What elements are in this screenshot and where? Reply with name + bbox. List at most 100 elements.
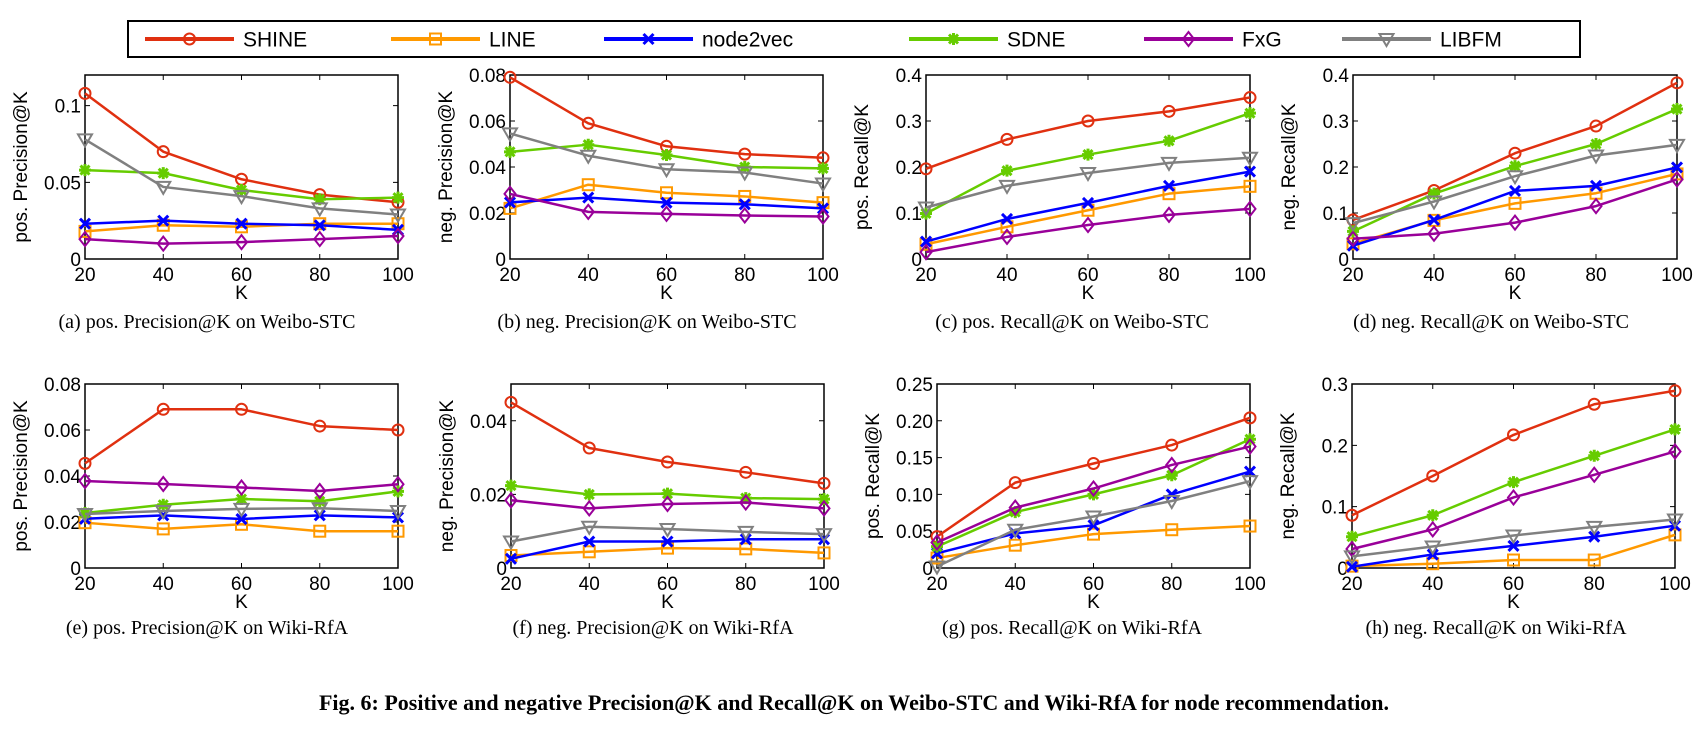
data-point-line <box>1162 187 1176 201</box>
data-point-libfm <box>154 504 172 520</box>
data-point-fxg <box>504 491 518 509</box>
x-tick-label: 100 <box>1661 265 1693 286</box>
data-point-line <box>313 217 327 231</box>
data-point-shine <box>1508 146 1522 160</box>
data-point-sdne <box>1669 423 1681 436</box>
y-tick-label: 0.2 <box>1323 158 1349 179</box>
x-tick-label: 100 <box>807 265 839 286</box>
data-point-node2vec <box>919 235 933 248</box>
data-point-fxg <box>78 472 92 490</box>
data-point-fxg <box>391 475 405 493</box>
data-point-sdne <box>817 162 829 175</box>
data-point-shine <box>738 147 752 161</box>
data-point-fxg <box>1243 200 1257 218</box>
data-point-libfm <box>1425 195 1443 211</box>
legend-label-node2vec: node2vec <box>702 29 793 52</box>
series-line-fxg <box>1351 450 1676 551</box>
x-tick-label: 40 <box>578 265 599 286</box>
data-point-sdne <box>313 495 326 508</box>
data-point-line <box>1165 523 1179 537</box>
data-point-libfm <box>1666 513 1684 529</box>
subplot-caption: (b) neg. Precision@K on Weibo-STC <box>497 311 796 333</box>
data-point-fxg <box>234 233 249 251</box>
data-point-shine <box>1668 384 1682 398</box>
data-point-sdne <box>661 487 674 500</box>
x-tick-label: 100 <box>382 574 414 595</box>
series-line-libfm <box>509 132 824 185</box>
x-tick-label: 40 <box>1422 574 1443 595</box>
x-tick-label: 80 <box>1158 265 1179 286</box>
legend-box <box>127 20 1581 58</box>
data-point-libfm <box>736 166 754 182</box>
data-point-fxg <box>156 235 171 253</box>
data-point-line <box>581 178 595 192</box>
data-point-fxg <box>1000 228 1014 246</box>
data-point-line <box>313 524 327 538</box>
legend-label-fxg: FxG <box>1242 29 1282 52</box>
data-point-libfm <box>1163 495 1181 511</box>
data-point-sdne <box>1428 187 1440 200</box>
data-point-node2vec <box>1243 165 1257 178</box>
series-line-line <box>1351 533 1676 568</box>
data-point-shine <box>1670 76 1684 90</box>
x-tick-label: 100 <box>1659 574 1691 595</box>
data-point-sdne <box>1346 530 1358 543</box>
x-tick-label: 80 <box>1161 574 1182 595</box>
y-tick-label: 0.06 <box>469 112 506 133</box>
data-point-node2vec <box>1345 560 1359 573</box>
data-point-shine <box>1081 114 1095 128</box>
data-point-node2vec <box>738 198 751 211</box>
data-point-shine <box>1507 428 1520 442</box>
x-tick-label: 80 <box>734 265 755 286</box>
data-point-sdne <box>582 138 595 151</box>
series-line-shine <box>1352 81 1678 222</box>
data-point-node2vec <box>661 535 674 548</box>
series-line-fxg <box>510 499 825 510</box>
data-point-shine <box>1008 476 1022 490</box>
y-tick-label: 0.15 <box>896 449 933 470</box>
data-point-fxg <box>503 185 517 203</box>
data-point-shine <box>661 455 674 469</box>
series-line-libfm <box>925 156 1251 209</box>
figure-caption: Fig. 6: Positive and negative Precision@… <box>319 690 1389 715</box>
y-tick-label: 0.02 <box>469 204 506 225</box>
data-point-libfm <box>1343 550 1361 566</box>
x-tick-label: 60 <box>1083 574 1104 595</box>
data-point-fxg <box>816 207 830 226</box>
data-point-node2vec <box>157 214 170 227</box>
x-tick-label: 20 <box>74 265 95 286</box>
data-point-line <box>817 546 831 560</box>
data-point-libfm <box>1160 156 1178 172</box>
data-point-shine <box>739 465 753 479</box>
y-tick-label: 0.06 <box>44 421 81 442</box>
subplot-caption: (e) pos. Precision@K on Wiki-RfA <box>66 617 349 639</box>
y-axis-label: neg. Recall@K <box>1279 103 1300 230</box>
data-point-libfm <box>658 522 677 538</box>
data-point-line <box>1426 557 1440 571</box>
y-tick-label: 0 <box>495 250 506 271</box>
data-point-libfm <box>1424 540 1442 556</box>
series-line-fxg <box>84 234 399 245</box>
data-point-libfm <box>1585 520 1603 536</box>
data-point-libfm <box>1668 138 1686 154</box>
data-point-shine <box>1243 411 1257 425</box>
x-tick-label: 100 <box>808 574 840 595</box>
series-line-fxg <box>1352 178 1678 241</box>
data-point-libfm <box>1344 217 1362 233</box>
x-tick-label: 20 <box>500 574 521 595</box>
x-tick-label: 100 <box>1234 574 1266 595</box>
subplot-caption: (f) neg. Precision@K on Wiki-RfA <box>512 617 794 639</box>
data-point-sdne <box>1163 134 1175 147</box>
series-line-shine <box>84 408 399 465</box>
series-line-line <box>510 546 825 557</box>
series-line-libfm <box>936 479 1251 568</box>
legend-marker-node2vec <box>642 32 655 46</box>
data-point-shine <box>1426 469 1440 483</box>
y-tick-label: 0.2 <box>896 158 922 179</box>
x-tick-label: 20 <box>74 574 95 595</box>
data-point-libfm <box>311 202 329 218</box>
data-point-shine <box>1087 456 1100 470</box>
